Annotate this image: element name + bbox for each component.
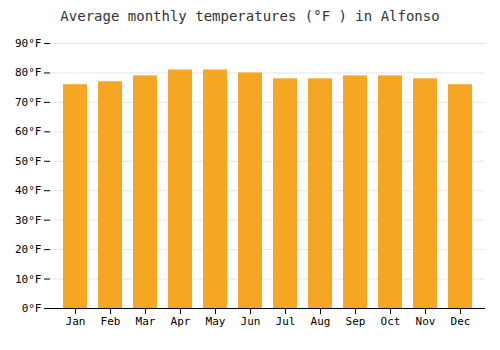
- svg-text:Oct: Oct: [381, 315, 401, 328]
- svg-text:Mar: Mar: [136, 315, 156, 328]
- svg-text:Dec: Dec: [451, 315, 471, 328]
- svg-text:80°F: 80°F: [15, 66, 42, 79]
- svg-text:40°F: 40°F: [15, 184, 42, 197]
- svg-text:Apr: Apr: [171, 315, 191, 328]
- svg-text:10°F: 10°F: [15, 273, 42, 286]
- svg-text:20°F: 20°F: [15, 243, 42, 256]
- svg-text:90°F: 90°F: [15, 37, 42, 50]
- html-text:Average monthly temperatures (: Average monthly temperatures (°F ) in Al…: [60, 8, 440, 24]
- svg-text:Feb: Feb: [101, 315, 121, 328]
- svg-text:Aug: Aug: [311, 315, 331, 328]
- svg-text:30°F: 30°F: [15, 214, 42, 227]
- svg-text:Jul: Jul: [276, 315, 296, 328]
- svg-text:May: May: [206, 315, 226, 328]
- svg-text:70°F: 70°F: [15, 96, 42, 109]
- svg-text:60°F: 60°F: [15, 125, 42, 138]
- svg-text:0°F: 0°F: [22, 302, 42, 315]
- svg-text:Jun: Jun: [241, 315, 261, 328]
- svg-text:Nov: Nov: [416, 315, 436, 328]
- svg-text:Jan: Jan: [66, 315, 86, 328]
- svg-text:Sep: Sep: [346, 315, 366, 328]
- svg-text:50°F: 50°F: [15, 155, 42, 168]
